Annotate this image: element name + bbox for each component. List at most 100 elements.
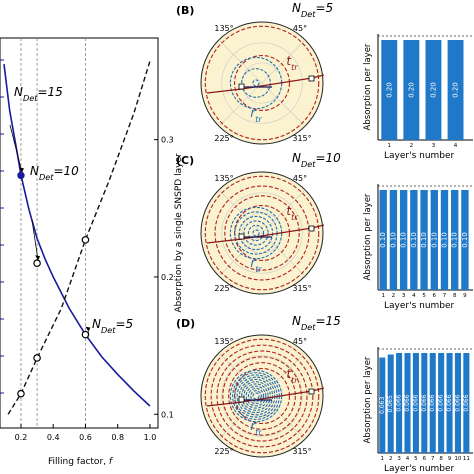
polar-grid-spoke [218,39,306,127]
bar-value-label: 0.10 [410,232,418,248]
square-marker [308,225,315,232]
red-dashed-ring [234,54,291,112]
red-dashed-ring [224,195,300,271]
n-det-annotation: NDet=15 [14,85,63,103]
bar [463,353,470,453]
bar [396,353,403,453]
bar-value-label: 0.10 [379,232,387,248]
square-marker [238,396,245,403]
y-right-tick-label: 0.1 [161,410,174,419]
polar-angle-label: 135° [214,337,233,346]
polar-angle-label: 315° [292,284,311,293]
square-marker [308,75,315,82]
bar-value-label: 0.20 [452,82,460,98]
t-tr-label: ttr [286,204,298,222]
bar-chart: 0.20 1 0.20 2 0.20 3 0.20 4 Absorption per layer… [363,34,473,161]
bar-category-label: 1 [388,143,392,149]
bar [399,190,408,290]
bar-category-label: 5 [414,456,418,462]
annotation-arrowhead [35,255,41,261]
bar-category-label: 1 [381,293,385,299]
polar-angle-label: 225° [214,284,233,293]
blue-dashed-ring [238,215,274,251]
blue-dashed-ring [252,79,260,87]
polar-angle-label: 225° [214,134,233,143]
blue-dashed-ring [250,390,262,402]
bar [379,190,387,290]
left-plot: 0.2 0.4 0.6 0.8 1.0 0.1 0.2 0.3 Filling factor… [0,37,184,467]
red-dashed-ring [214,185,310,281]
bar-value-label: 0.20 [429,82,437,98]
y-right-tick-label: 0.3 [161,136,174,145]
bar [461,190,469,290]
polar-grid-ring [221,42,303,124]
panel-b: (B) NDet=5 135° 45° 225° 315° rtr ttr 0.20 1 0.20 2… [176,1,473,161]
red-dashed-ring [228,362,296,430]
bar-category-label: 4 [406,456,410,462]
bar-chart: 0.10 1 0.10 2 0.10 3 0.10 4 0.10 5 0.10 6 0.10 7 0.10 8… [363,184,473,311]
bar-category-label: 10 [454,456,461,462]
bar [420,190,428,290]
bar [454,353,461,453]
bar-y-axis-label: Absorption per layer [363,193,373,280]
polar-grid-spoke [218,352,306,440]
bar [451,190,459,290]
bar-category-label: 5 [422,293,426,299]
panel-title: NDet=10 [292,151,341,169]
t-tr-label: ttr [286,367,298,385]
bar-category-label: 7 [443,293,447,299]
blue-dashed-ring [245,385,267,407]
data-point-marker [81,330,90,339]
bar-value-label: 0.066 [438,394,445,411]
bar-value-label: 0.066 [404,394,411,411]
series-line-dashed [7,61,151,415]
bar-value-label: 0.063 [379,397,386,414]
red-dashed-ring [216,350,308,442]
bar [447,40,464,140]
annotation-arrowhead [18,167,24,173]
bar-category-label: 8 [439,456,443,462]
bar [446,353,453,453]
bar-value-label: 0.10 [461,232,469,248]
bar-category-label: 9 [463,293,467,299]
data-point-marker-filled [17,171,25,180]
data-point-marker [33,259,41,268]
polar-angle-label: 315° [292,134,311,143]
x-tick-label: 1.0 [144,433,157,442]
polar-angle-label: 45° [293,24,307,33]
r-tr-label: rtr [250,106,262,124]
y-right-tick-label: 0.2 [161,273,174,282]
bar [403,40,420,140]
red-dashed-ring [204,25,320,141]
blue-dashed-ring [241,381,271,411]
polar-angle-label: 135° [214,24,233,33]
annotation-arrow [9,124,23,173]
bar-category-label: 7 [431,456,435,462]
x-tick-label: 0.8 [111,433,124,442]
bar [404,353,411,453]
bar-value-label: 0.065 [387,395,394,412]
bar-x-axis-label: Layer's number [384,151,455,161]
x-tick-label: 0.4 [47,433,60,442]
blue-dashed-ring [247,224,265,242]
n-det-annotation: NDet=5 [92,317,133,335]
polar-plot: 135° 45° 225° 315° rtr ttr [200,334,325,458]
polar-grid-ring [221,192,303,274]
bar-value-label: 0.10 [420,232,428,248]
bar-value-label: 0.066 [454,394,461,411]
blue-dashed-ring [236,376,276,416]
red-dashed-ring [204,175,320,291]
polar-angle-label: 225° [214,447,233,456]
bar-category-label: 11 [463,456,470,462]
bar-category-label: 4 [412,293,416,299]
bar [410,190,418,290]
bar [429,353,436,453]
bar [430,190,438,290]
bar-category-label: 1 [381,456,385,462]
bar-value-label: 0.10 [400,232,408,248]
data-point-marker [33,354,41,362]
bar-category-label: 3 [402,293,406,299]
blue-dashed-ring [252,229,260,237]
bar-category-label: 9 [448,456,452,462]
